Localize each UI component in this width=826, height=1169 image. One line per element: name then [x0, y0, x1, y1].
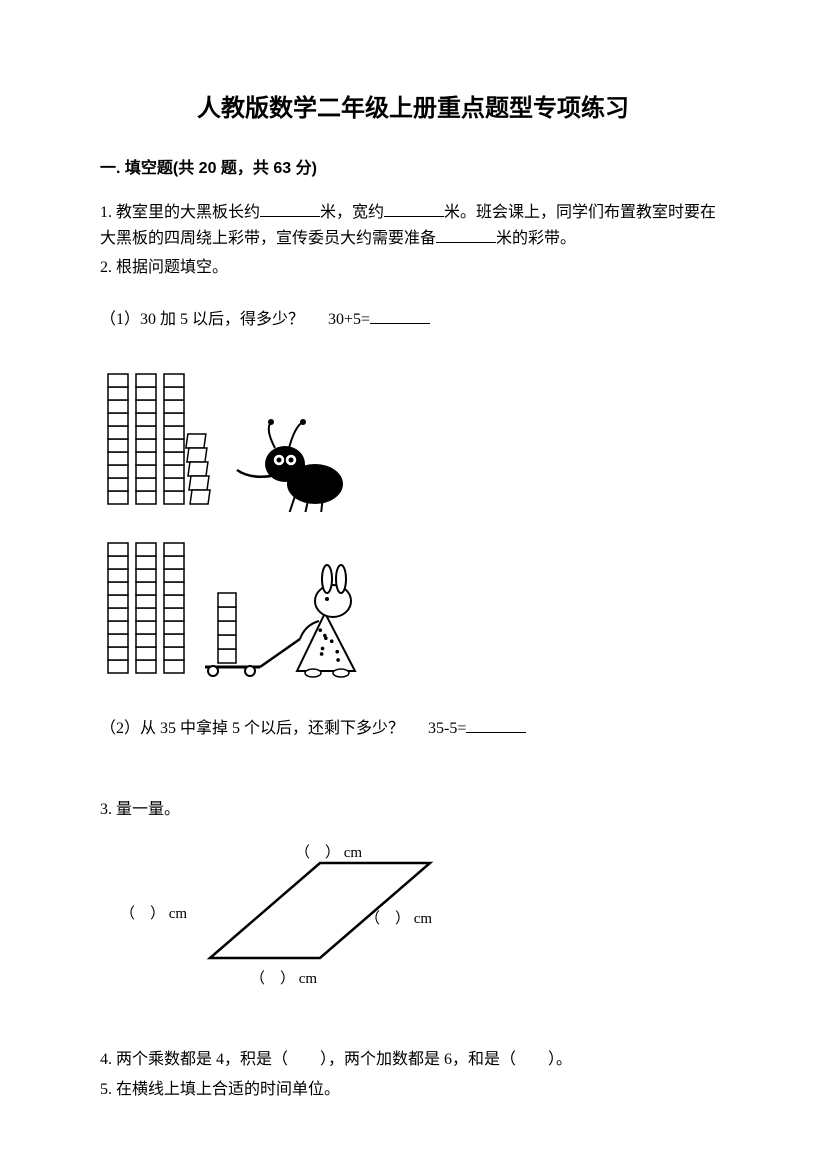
svg-text:（ ） cm: （ ） cm: [365, 910, 432, 927]
parallelogram-svg: （ ） cm （ ） cm （ ） cm （ ） cm: [120, 843, 450, 1003]
q1-blank-3[interactable]: [436, 227, 496, 243]
q1-text-a: 1. 教室里的大黑板长约: [100, 204, 260, 221]
section-header: 一. 填空题(共 20 题，共 63 分): [100, 156, 726, 182]
q2-1-text: （1）30 加 5 以后，得多少？: [100, 311, 304, 328]
q1-text-b: 米，宽约: [320, 204, 384, 221]
q1-blank-2[interactable]: [384, 201, 444, 217]
question-2-sub1: （1）30 加 5 以后，得多少？ 30+5=: [100, 307, 726, 333]
q2-2-expr: 35-5=: [428, 720, 466, 737]
rabbit-svg: [100, 531, 410, 681]
question-2: 2. 根据问题填空。: [100, 255, 726, 281]
parallelogram-diagram: （ ） cm （ ） cm （ ） cm （ ） cm: [120, 843, 726, 1012]
illustration-rabbit: [100, 531, 726, 690]
svg-text:（ ） cm: （ ） cm: [250, 970, 317, 987]
svg-text:（ ） cm: （ ） cm: [295, 844, 362, 861]
question-1: 1. 教室里的大黑板长约米，宽约米。班会课上，同学们布置教室时要在大黑板的四周绕…: [100, 200, 726, 251]
illustration-ant: [100, 362, 726, 521]
q1-blank-1[interactable]: [260, 201, 320, 217]
q1-text-d: 米的彩带。: [496, 230, 576, 247]
question-3: 3. 量一量。: [100, 797, 726, 823]
q2-2-blank[interactable]: [466, 717, 526, 733]
svg-text:（ ） cm: （ ） cm: [120, 905, 187, 922]
q2-2-text: （2）从 35 中拿掉 5 个以后，还剩下多少？: [100, 720, 404, 737]
ant-svg: [100, 362, 380, 512]
question-5: 5. 在横线上填上合适的时间单位。: [100, 1077, 726, 1103]
question-2-sub2: （2）从 35 中拿掉 5 个以后，还剩下多少？ 35-5=: [100, 716, 726, 742]
q2-1-blank[interactable]: [370, 308, 430, 324]
q2-1-expr: 30+5=: [328, 311, 370, 328]
page-title: 人教版数学二年级上册重点题型专项练习: [100, 90, 726, 128]
question-4: 4. 两个乘数都是 4，积是（ ），两个加数都是 6，和是（ ）。: [100, 1047, 726, 1073]
